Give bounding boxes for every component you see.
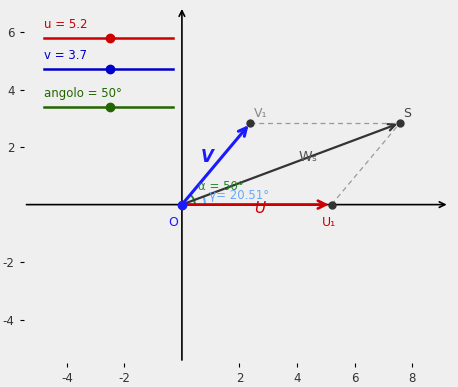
Text: u = 5.2: u = 5.2 [44, 17, 87, 31]
Text: angolo = 50°: angolo = 50° [44, 87, 122, 99]
Text: V₁: V₁ [254, 106, 267, 120]
Text: O: O [169, 216, 178, 229]
Text: v = 3.7: v = 3.7 [44, 49, 87, 62]
Text: γ= 20.51°: γ= 20.51° [209, 189, 269, 202]
Text: α = 50°: α = 50° [198, 180, 244, 193]
Text: V: V [200, 147, 213, 166]
Text: Wₛ: Wₛ [298, 150, 317, 164]
Text: S: S [403, 106, 411, 120]
Text: U₁: U₁ [322, 216, 336, 229]
Text: U: U [254, 201, 265, 216]
